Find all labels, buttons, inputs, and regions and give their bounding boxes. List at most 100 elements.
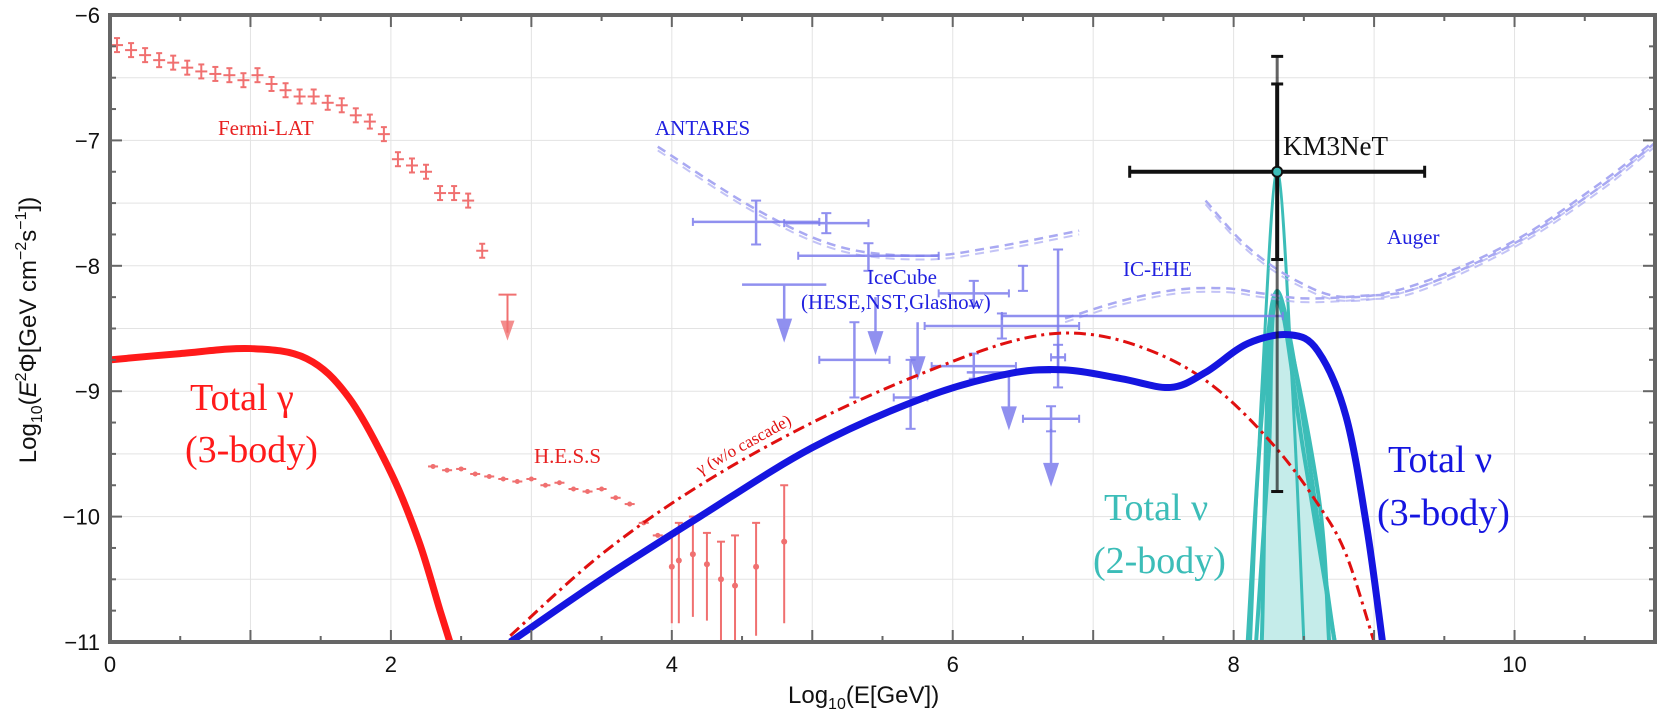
fermi-lat-point [377, 126, 390, 143]
y-tick-label: −10 [63, 505, 100, 530]
hess-point [624, 501, 635, 507]
hess-marker [675, 557, 682, 564]
hess-point [596, 486, 607, 492]
icecube-limit-arrow [1000, 406, 1017, 431]
fermi-label: Fermi-LAT [218, 116, 314, 140]
hess-point [456, 466, 467, 472]
fermi-lat-point [125, 42, 138, 59]
icecube-point [691, 199, 821, 246]
fermi-lat-point [195, 63, 208, 80]
fermi-lat-point [209, 65, 222, 82]
total-nu-2body-sublabel: (2-body) [1093, 540, 1226, 582]
hess-marker [571, 486, 576, 492]
icecube-limit-arrow [867, 331, 884, 356]
fermi-limit-arrow [500, 320, 515, 341]
nu-2body-fill [1261, 290, 1335, 642]
y-tick-label: −11 [64, 630, 100, 655]
fermi-lat-point [251, 67, 264, 84]
y-tick-label: −6 [75, 3, 100, 28]
hess-point [540, 482, 551, 488]
icecube-point [937, 279, 1010, 307]
icecube-point [818, 321, 891, 399]
hess-high-point [716, 540, 725, 642]
hess-high-point [674, 521, 683, 624]
axis-ticks: 0 2 4 6 8 10 −6 −7 −8 −9 −10 −11 [63, 3, 1656, 677]
total-nu-3body-label: Total ν [1388, 439, 1492, 481]
hess-marker [430, 463, 436, 469]
antares-label: ANTARES [655, 116, 750, 140]
icecube-point [1017, 264, 1028, 292]
auger-label: Auger [1387, 225, 1439, 249]
fermi-upper-limit [498, 293, 517, 341]
hess-point [498, 476, 509, 482]
fermi-lat-point [167, 54, 180, 71]
fermi-lat-point [237, 72, 250, 89]
antares-limit-line-2 [657, 149, 1080, 261]
total-nu-2body-label: Total ν [1104, 487, 1208, 529]
x-tick-label: 8 [1228, 652, 1240, 677]
hess-marker [717, 576, 724, 583]
hess-marker [585, 489, 591, 495]
hess-marker [613, 495, 619, 501]
icecube-limit-arrow [776, 318, 793, 343]
y-tick-label: −9 [75, 379, 100, 404]
fermi-lat-point [448, 185, 461, 202]
hess-point [582, 489, 593, 495]
hess-marker [556, 480, 562, 486]
icecube-point [783, 212, 870, 235]
fermi-lat-point [434, 185, 447, 202]
total-gamma-line [110, 344, 454, 642]
hess-high-point [688, 515, 697, 617]
km3net-label: KM3NeT [1283, 131, 1388, 161]
hess-marker [703, 561, 710, 568]
hess-marker [668, 563, 675, 570]
grid [110, 15, 1655, 642]
hess-marker [689, 551, 696, 558]
hess-point [470, 471, 481, 477]
hess-marker [500, 476, 506, 482]
x-tick-label: 10 [1502, 652, 1526, 677]
hess-high-point [780, 484, 789, 624]
x-axis-label: Log10(E[GeV]) [788, 682, 939, 713]
plot-area [110, 37, 1655, 642]
hess-marker [542, 482, 548, 488]
ic-ehe-limit-line-2 [1064, 145, 1655, 324]
icecube-upper-limit [867, 297, 884, 356]
km3net-marker [1271, 165, 1284, 178]
hess-marker [472, 471, 478, 477]
hess-marker [599, 486, 605, 492]
ic-ehe-limit-line [1064, 141, 1655, 320]
y-axis-label: Log10(E2Φ[GeV cm−2s−1]) [13, 197, 46, 463]
icecube-label: IceCube [867, 265, 937, 289]
hess-high-point [702, 531, 711, 621]
annotations: Fermi-LAT ANTARES KM3NeT Auger IC-EHE Ic… [185, 116, 1510, 582]
hess-high-point [731, 534, 740, 642]
hess-marker [486, 473, 492, 479]
ic-ehe-label: IC-EHE [1123, 257, 1192, 281]
total-gamma-label: Total γ [190, 377, 294, 419]
hess-marker [627, 501, 633, 507]
icecube-upper-limit [742, 283, 827, 343]
icecube-limit-arrow [1043, 462, 1060, 487]
icecube-point [797, 242, 940, 272]
hess-high-point [752, 521, 761, 636]
hess-marker [753, 563, 760, 570]
km3net-point [1128, 54, 1427, 494]
hess-point [526, 476, 537, 482]
hess-marker [528, 476, 534, 482]
hess-point [568, 486, 579, 492]
hess-marker [444, 467, 450, 473]
total-gamma-sublabel: (3-body) [185, 429, 318, 471]
hess-point [652, 532, 663, 538]
fermi-lat-point [181, 59, 194, 76]
fermi-lat-point [420, 163, 433, 180]
svg-text:Log10(E[GeV]): Log10(E[GeV]) [788, 682, 939, 713]
fermi-lat-point [293, 88, 306, 105]
fermi-lat-point [363, 113, 376, 130]
hess-point [442, 467, 453, 473]
hess-point [484, 473, 495, 479]
fermi-lat-point [462, 192, 475, 209]
antares-limit-line [657, 145, 1080, 258]
hess-point [554, 480, 565, 486]
total-nu-3body-sublabel: (3-body) [1377, 492, 1510, 534]
